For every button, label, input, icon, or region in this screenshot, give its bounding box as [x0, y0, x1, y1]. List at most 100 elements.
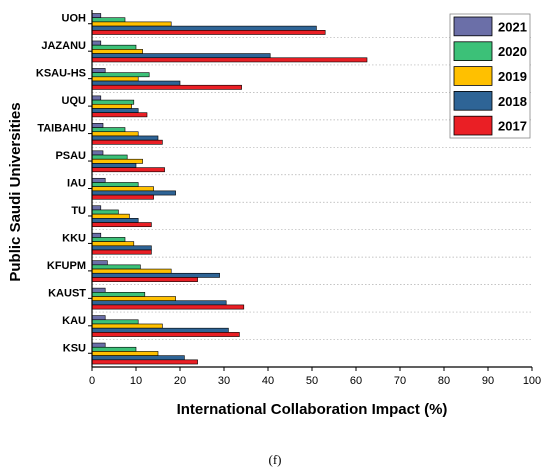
- x-tick-label: 50: [306, 375, 318, 387]
- bar-jazanu-2017: [91, 57, 368, 63]
- bar-iau-2018: [91, 190, 176, 196]
- x-tick-label: 100: [523, 375, 541, 387]
- y-tick-label: KSU: [63, 342, 86, 354]
- x-tick-label: 20: [174, 375, 186, 387]
- bar-tu-2019: [91, 213, 130, 219]
- bar-jazanu-2019: [91, 49, 143, 54]
- legend-label-2019: 2019: [498, 69, 527, 84]
- bar-kfupm-2019: [91, 268, 172, 274]
- bar-uoh-2019: [91, 21, 172, 27]
- bar-tu-2018: [91, 218, 139, 223]
- bar-kau-2021: [91, 315, 106, 321]
- bar-psau-2019: [91, 158, 143, 164]
- bar-uqu-2021: [91, 95, 102, 101]
- bar-tu-2017: [91, 222, 152, 228]
- bar-taibahu-2018: [91, 135, 159, 141]
- legend-label-2021: 2021: [498, 19, 527, 34]
- figure-caption: (f): [269, 452, 282, 467]
- bar-kku-2020: [91, 237, 126, 242]
- y-tick-label: KKU: [62, 232, 86, 244]
- bar-taibahu-2020: [91, 127, 126, 133]
- bar-ksau-hs-2020: [91, 72, 150, 78]
- bar-kau-2019: [91, 323, 163, 329]
- bar-taibahu-2017: [91, 139, 163, 145]
- y-tick-label: PSAU: [55, 150, 86, 162]
- x-tick-label: 0: [89, 375, 95, 387]
- x-tick-label: 60: [350, 375, 362, 387]
- bar-ksau-hs-2021: [91, 68, 106, 73]
- y-tick-label: IAU: [67, 178, 86, 190]
- y-tick-label: JAZANU: [41, 40, 86, 52]
- bar-psau-2020: [91, 154, 128, 160]
- bar-kfupm-2021: [91, 260, 108, 266]
- bar-uqu-2017: [91, 112, 148, 118]
- x-tick-label: 80: [438, 375, 450, 387]
- bar-kfupm-2020: [91, 264, 141, 270]
- bar-kfupm-2017: [91, 277, 198, 282]
- bar-kaust-2021: [91, 287, 106, 293]
- bar-uqu-2019: [91, 103, 132, 109]
- x-tick-label: 70: [394, 375, 406, 387]
- bar-kaust-2019: [91, 296, 176, 302]
- bar-ksu-2020: [91, 346, 137, 352]
- legend-swatch-2018: [453, 91, 493, 111]
- axes: UOH JAZANU KSAU-HS UQU TAIBAHU PSAU IAU TU KKU KF…: [36, 10, 541, 387]
- legend-swatch-2020: [453, 41, 493, 61]
- y-tick-label: KSAU-HS: [36, 68, 86, 80]
- bar-kaust-2020: [91, 292, 146, 297]
- x-axis-title: International Collaboration Impact (%): [177, 401, 448, 418]
- x-tick-label: 40: [262, 375, 274, 387]
- bar-psau-2017: [91, 167, 165, 173]
- x-tick-label: 10: [130, 375, 142, 387]
- bar-uqu-2020: [91, 99, 135, 105]
- y-axis-title: Public Saudi Universities: [7, 102, 24, 281]
- bar-ksu-2017: [91, 359, 198, 365]
- bars: [91, 13, 368, 365]
- bar-ksau-hs-2017: [91, 84, 242, 90]
- y-tick-label: TAIBAHU: [37, 123, 86, 135]
- legend-swatch-2021: [453, 16, 493, 37]
- bar-kku-2021: [91, 232, 102, 238]
- legend-swatch-2019: [453, 66, 493, 86]
- bar-kaust-2017: [91, 304, 245, 310]
- y-tick-label: TU: [71, 205, 86, 217]
- x-tick-label: 30: [218, 375, 230, 387]
- bar-kku-2019: [91, 241, 135, 247]
- bar-kau-2018: [91, 327, 229, 333]
- x-tick-label: 90: [482, 375, 494, 387]
- bar-kfupm-2018: [91, 272, 220, 278]
- bar-kku-2018: [91, 245, 152, 251]
- bar-taibahu-2021: [91, 123, 104, 128]
- bar-kau-2020: [91, 319, 139, 325]
- y-tick-label: KAU: [62, 315, 86, 327]
- bar-jazanu-2021: [91, 40, 102, 46]
- bar-iau-2020: [91, 182, 139, 187]
- bar-kaust-2018: [91, 300, 227, 306]
- bar-taibahu-2019: [91, 131, 139, 137]
- legend-label-2017: 2017: [498, 119, 527, 134]
- bar-ksu-2018: [91, 355, 185, 361]
- legend: 2021 2020 2019 2018 2017: [449, 13, 531, 139]
- bar-ksau-hs-2018: [91, 80, 181, 86]
- y-tick-label: UOH: [62, 13, 87, 25]
- bar-tu-2020: [91, 209, 119, 215]
- bar-uoh-2020: [91, 17, 126, 23]
- y-tick-label: KFUPM: [47, 260, 86, 272]
- bar-ksu-2019: [91, 351, 159, 356]
- bar-jazanu-2020: [91, 44, 137, 50]
- bar-uoh-2018: [91, 25, 317, 31]
- bar-psau-2018: [91, 163, 137, 168]
- bar-uoh-2017: [91, 29, 326, 35]
- y-tick-label: KAUST: [48, 287, 86, 299]
- bar-psau-2021: [91, 150, 104, 156]
- legend-label-2018: 2018: [498, 94, 527, 109]
- bar-uqu-2018: [91, 108, 139, 113]
- bar-iau-2019: [91, 186, 154, 192]
- legend-swatch-2017: [453, 115, 493, 136]
- bar-ksu-2021: [91, 342, 106, 348]
- bar-uoh-2021: [91, 13, 102, 18]
- legend-label-2020: 2020: [498, 44, 527, 59]
- bar-jazanu-2018: [91, 53, 271, 59]
- bar-ksau-hs-2019: [91, 76, 139, 82]
